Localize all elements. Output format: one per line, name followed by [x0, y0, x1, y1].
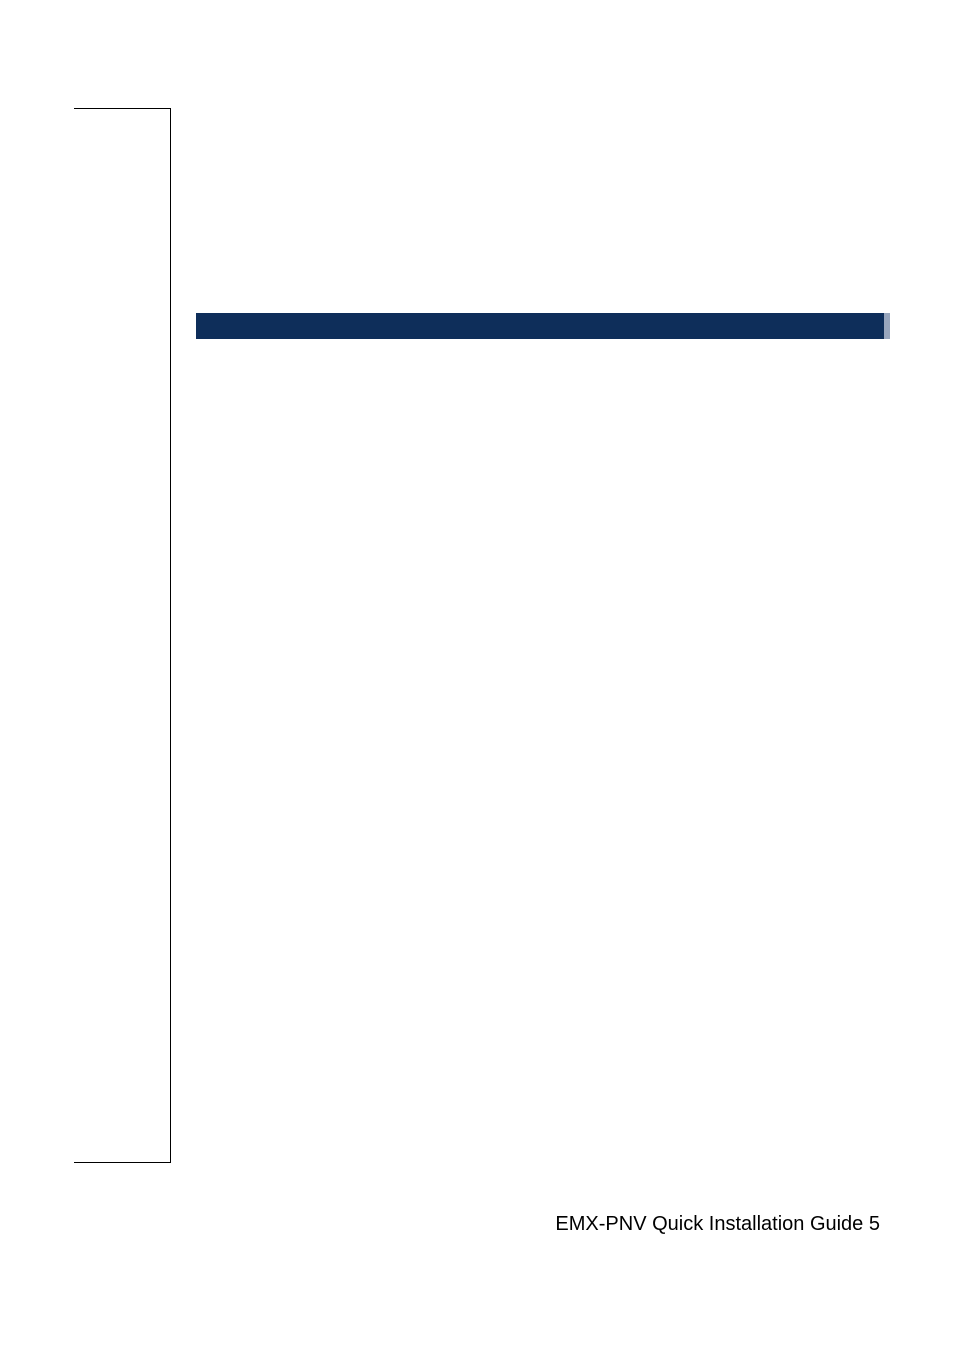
section-header-bar-endcap: [884, 313, 890, 339]
frame-vertical-line: [170, 108, 171, 1163]
footer-text: EMX-PNV Quick Installation Guide 5: [555, 1213, 880, 1235]
frame-top-line: [74, 108, 171, 109]
section-header-bar: [196, 313, 884, 339]
frame-bottom-line: [74, 1162, 171, 1163]
page-footer: EMX-PNV Quick Installation Guide 5: [0, 1213, 880, 1236]
